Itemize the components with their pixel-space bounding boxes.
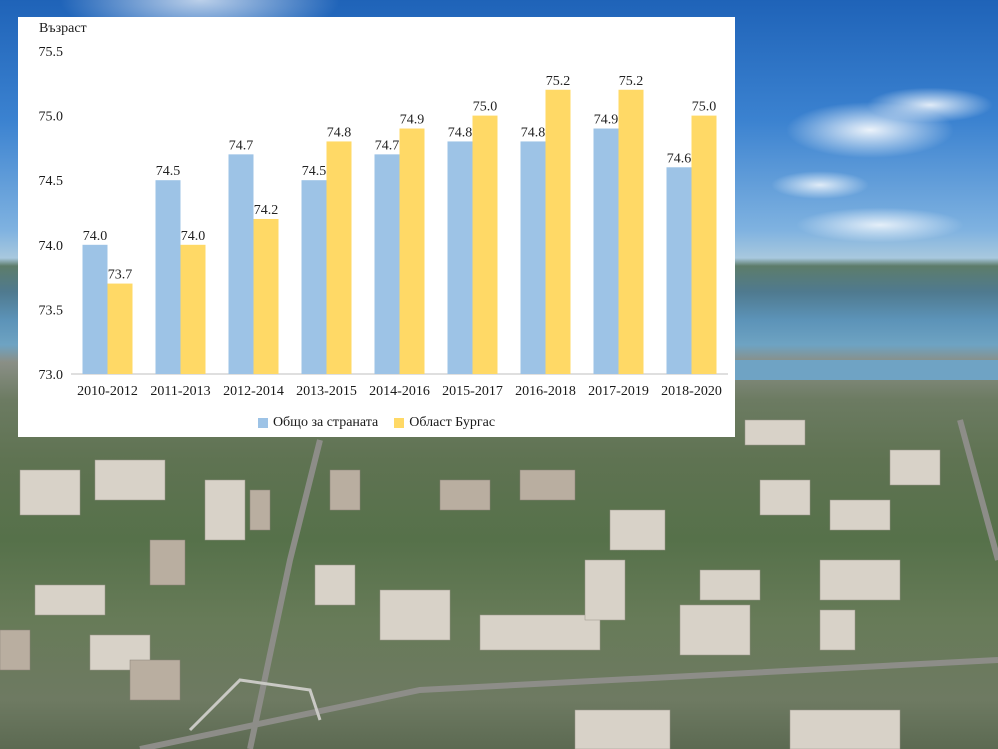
x-category-label: 2014-2016 <box>369 384 430 399</box>
bar-national <box>520 141 546 374</box>
bar-national <box>155 180 181 374</box>
x-category-label: 2018-2020 <box>661 384 722 399</box>
bar-national <box>301 180 327 374</box>
x-category-label: 2017-2019 <box>588 384 649 399</box>
data-label-burgas: 74.9 <box>400 113 425 128</box>
y-tick-label: 73.0 <box>39 368 64 383</box>
data-label-national: 74.8 <box>448 125 473 140</box>
legend-item-burgas: Област Бургас <box>394 415 495 431</box>
bars-group <box>82 89 717 374</box>
y-axis-title: Възраст <box>39 21 87 36</box>
x-category-label: 2010-2012 <box>77 384 138 399</box>
x-category-label: 2012-2014 <box>223 384 284 399</box>
bar-burgas <box>180 244 206 374</box>
bar-burgas <box>691 115 717 374</box>
data-label-burgas: 74.2 <box>254 203 279 218</box>
bar-chart: Възраст 73.073.574.074.575.075.5 74.073.… <box>39 21 728 399</box>
data-label-national: 74.7 <box>229 138 254 153</box>
data-label-burgas: 74.0 <box>181 229 206 244</box>
bar-burgas <box>399 128 425 374</box>
bar-national <box>666 167 692 374</box>
x-category-label: 2015-2017 <box>442 384 503 399</box>
y-tick-label: 75.0 <box>39 110 64 125</box>
data-label-burgas: 75.2 <box>546 74 571 89</box>
y-tick-label: 74.0 <box>39 239 64 254</box>
bar-burgas <box>253 218 279 374</box>
legend-swatch-burgas <box>394 418 405 428</box>
data-label-national: 74.7 <box>375 138 400 153</box>
data-label-national: 74.5 <box>302 164 327 179</box>
bar-national <box>447 141 473 374</box>
bar-burgas <box>472 115 498 374</box>
data-label-national: 74.5 <box>156 164 181 179</box>
city-buildings-illustration <box>0 360 998 749</box>
bar-burgas <box>618 89 644 374</box>
legend-swatch-national <box>257 418 268 428</box>
bar-burgas <box>107 283 133 374</box>
data-label-burgas: 75.2 <box>619 74 644 89</box>
bar-national <box>374 154 400 374</box>
y-tick-label: 74.5 <box>39 174 64 189</box>
data-label-national: 74.0 <box>83 229 108 244</box>
bar-national <box>82 244 108 374</box>
category-labels-group: 2010-2012 2011-2013 2012-2014 2013-2015 2014… <box>77 384 722 399</box>
x-category-label: 2011-2013 <box>150 384 210 399</box>
data-labels-group: 74.073.774.574.074.774.274.574.874.774.9… <box>83 74 717 283</box>
chart-card: Възраст 73.0 73.5 74.0 74.5 75.0 75.5 74.0 73.… <box>18 17 735 437</box>
y-tick-label: 73.5 <box>39 303 64 318</box>
y-tick-label: 75.5 <box>39 45 64 60</box>
bar-burgas <box>326 141 352 374</box>
legend-label-national: Общо за страната <box>272 415 379 430</box>
legend-item-national: Общо за страната <box>257 415 379 431</box>
bar-national <box>593 128 619 374</box>
data-label-national: 74.6 <box>667 151 692 166</box>
data-label-national: 74.9 <box>594 113 619 128</box>
data-label-burgas: 73.7 <box>108 268 133 283</box>
x-category-label: 2013-2015 <box>296 384 357 399</box>
x-category-label: 2016-2018 <box>515 384 576 399</box>
y-axis-ticks: 73.0 73.5 74.0 74.5 75.0 75.5 <box>39 45 64 383</box>
bar-national <box>228 154 254 374</box>
legend-label-burgas: Област Бургас <box>409 415 496 430</box>
data-label-burgas: 75.0 <box>473 100 498 115</box>
data-label-burgas: 75.0 <box>692 100 717 115</box>
legend: Общо за страната Област Бургас <box>18 415 735 431</box>
data-label-national: 74.8 <box>521 125 546 140</box>
bar-burgas <box>545 89 571 374</box>
data-label-burgas: 74.8 <box>327 125 352 140</box>
